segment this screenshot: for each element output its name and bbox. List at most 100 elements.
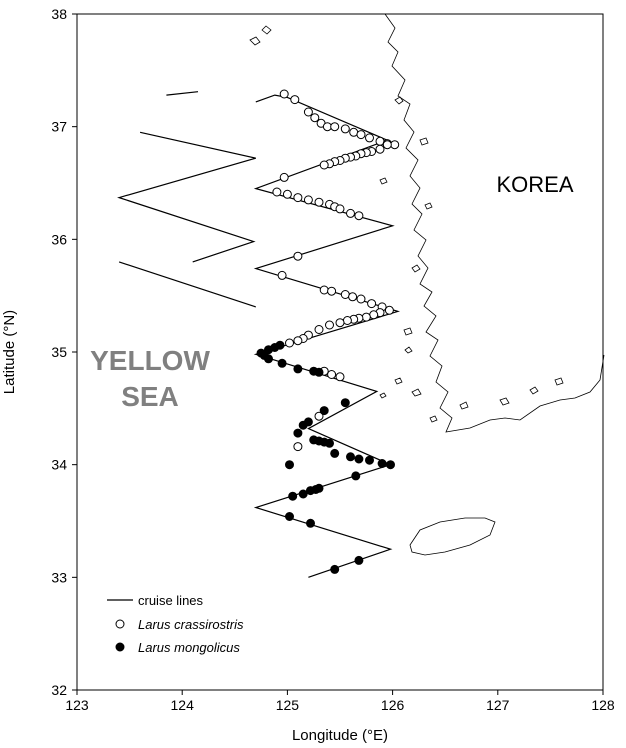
crassirostris-point <box>356 130 366 140</box>
mongolicus-point <box>314 367 324 377</box>
x-tick-label: 126 <box>381 697 405 713</box>
mongolicus-point <box>346 452 355 462</box>
crassirostris-point <box>335 318 345 328</box>
crassirostris-point <box>335 204 345 214</box>
cruise-lines-layer <box>117 91 400 578</box>
crassirostris-point <box>346 208 355 218</box>
y-tick-label: 37 <box>51 119 67 135</box>
crassirostris-point <box>390 140 400 150</box>
x-tick-label: 128 <box>591 697 615 713</box>
korea-coast-inner <box>249 25 388 185</box>
mongolicus-point <box>264 354 273 364</box>
crassirostris-point <box>356 294 366 304</box>
legend-crassirostris-symbol <box>115 619 125 629</box>
crassirostris-point <box>310 113 320 123</box>
crassirostris-point <box>303 195 313 205</box>
crassirostris-point <box>314 411 324 421</box>
crassirostris-point <box>322 122 332 132</box>
crassirostris-point <box>335 372 345 382</box>
crassirostris-point <box>290 95 300 105</box>
cruise-line <box>117 131 256 263</box>
crassirostris-point <box>369 310 379 320</box>
legend: cruise lines Larus crassirostris Larus m… <box>107 593 244 655</box>
x-tick-label: 125 <box>276 697 300 713</box>
crassirostris-point <box>342 316 352 325</box>
y-tick-label: 36 <box>51 231 67 247</box>
mongolicus-point <box>330 448 340 458</box>
y-tick-label: 34 <box>51 457 67 473</box>
crassirostris-point <box>365 133 374 143</box>
mongolicus-point <box>319 406 329 416</box>
coastline-layer <box>249 13 605 556</box>
mongolicus-point <box>288 491 298 501</box>
mongolicus-point <box>377 459 387 468</box>
x-tick-label: 124 <box>171 697 195 713</box>
crassirostris-point <box>367 299 377 309</box>
mongolicus-point <box>340 398 350 408</box>
mongolicus-point <box>293 428 303 438</box>
mongolicus-point <box>386 460 395 470</box>
legend-mongolicus-symbol <box>115 642 125 652</box>
mongolicus-point <box>277 358 287 368</box>
crassirostris-point <box>375 144 385 154</box>
mongolicus-point <box>293 364 303 374</box>
x-tick-label: 123 <box>65 697 89 713</box>
legend-mongolicus-label: Larus mongolicus <box>138 640 240 655</box>
crassirostris-point <box>277 270 287 280</box>
mongolicus-point <box>298 489 308 499</box>
mongolicus-point <box>325 438 334 448</box>
mongolicus-point <box>306 486 315 496</box>
jeju-island <box>409 517 496 556</box>
sighting-points-layer <box>256 89 400 574</box>
korea-islands-south <box>379 346 564 423</box>
crassirostris-point <box>325 320 334 330</box>
crassirostris-point <box>272 187 282 197</box>
mongolicus-point <box>365 455 374 465</box>
crassirostris-point <box>327 286 337 296</box>
crassirostris-point <box>361 312 371 322</box>
y-tick-label: 38 <box>51 6 67 22</box>
crassirostris-point <box>279 172 289 182</box>
crassirostris-point <box>348 292 358 302</box>
legend-cruise-label: cruise lines <box>138 593 204 608</box>
x-axis-label: Longitude (°E) <box>292 727 388 744</box>
crassirostris-point <box>293 193 303 203</box>
x-axis-ticks: 123 124 125 126 127 128 <box>65 690 615 713</box>
mongolicus-point <box>306 518 315 528</box>
crassirostris-point <box>375 136 385 146</box>
korea-label: KOREA <box>496 172 573 197</box>
y-axis-ticks: 32 33 34 35 36 37 38 <box>51 6 77 698</box>
crassirostris-point <box>330 122 340 132</box>
mongolicus-point <box>285 460 294 470</box>
crassirostris-point <box>340 124 350 134</box>
y-tick-label: 32 <box>51 682 67 698</box>
crassirostris-point <box>303 107 313 117</box>
mongolicus-point <box>351 471 361 481</box>
y-tick-label: 33 <box>51 569 67 585</box>
crassirostris-point <box>327 370 337 379</box>
crassirostris-point <box>314 197 324 207</box>
crassirostris-point <box>340 290 350 299</box>
mongolicus-point <box>275 340 285 350</box>
y-tick-label: 35 <box>51 344 67 360</box>
mongolicus-point <box>330 564 340 574</box>
crassirostris-point <box>293 336 303 346</box>
crassirostris-point <box>384 305 394 315</box>
cruise-line <box>118 261 256 308</box>
korea-islands-north <box>394 96 433 336</box>
crassirostris-point <box>285 338 294 348</box>
crassirostris-point <box>349 127 359 137</box>
crassirostris-point <box>354 211 364 221</box>
crassirostris-point <box>279 89 289 99</box>
y-axis-label: Latitude (°N) <box>1 310 18 394</box>
crassirostris-point <box>382 140 392 150</box>
crassirostris-point <box>293 442 303 452</box>
crassirostris-point <box>319 160 329 170</box>
crassirostris-point <box>314 325 324 334</box>
cruise-line <box>166 91 199 96</box>
x-tick-label: 127 <box>486 697 510 713</box>
mongolicus-point <box>354 454 364 464</box>
crassirostris-point <box>282 189 292 199</box>
mongolicus-point <box>298 420 308 430</box>
